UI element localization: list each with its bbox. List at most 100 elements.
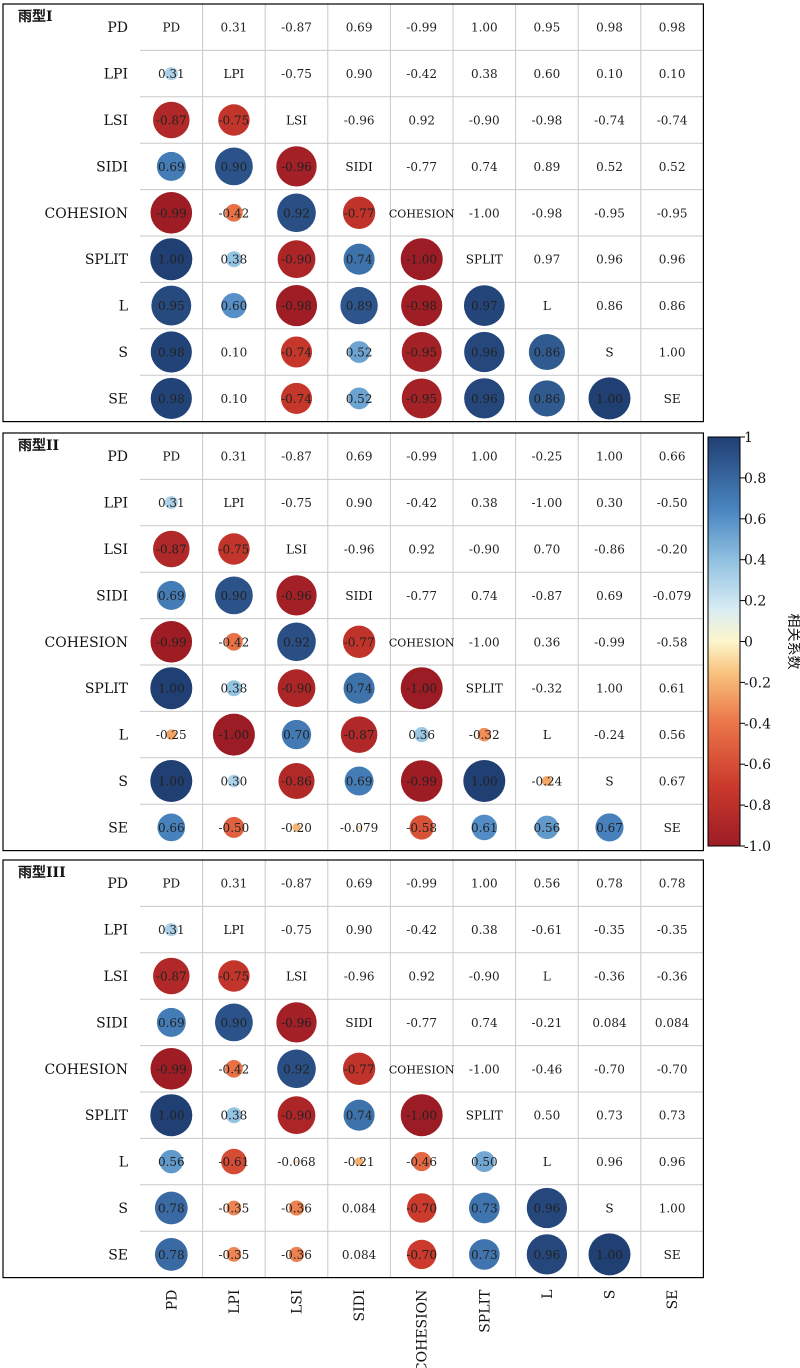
row-label: PD	[107, 20, 128, 36]
corr-circle	[288, 1200, 305, 1216]
corr-circle	[166, 729, 177, 740]
corr-circle	[535, 815, 559, 840]
corr-circle	[340, 286, 378, 325]
colorbar-tick-label: -0.4	[744, 716, 771, 732]
corr-circle	[401, 285, 443, 327]
corr-value: -0.77	[406, 160, 437, 174]
corr-value: -0.87	[281, 877, 312, 891]
diagonal-label: LPI	[224, 923, 245, 937]
corr-value: -0.87	[156, 543, 187, 557]
corr-circle	[221, 1148, 247, 1175]
corr-circle	[473, 1151, 495, 1173]
corr-value: 0.96	[534, 1248, 561, 1262]
corr-circle	[342, 1052, 376, 1085]
corr-value: 0.86	[659, 299, 686, 313]
diagonal-label: COHESION	[389, 636, 455, 649]
corr-circle	[588, 377, 631, 420]
corr-circle	[218, 533, 250, 565]
row-label: S	[118, 345, 128, 361]
corr-value: -0.32	[532, 682, 563, 696]
diagonal-label: SE	[664, 821, 681, 835]
corr-value: 0.96	[596, 253, 623, 267]
corr-value: -0.75	[281, 923, 312, 937]
corr-circle	[157, 813, 186, 842]
panel-title: 雨型II	[18, 437, 59, 454]
corr-value: 0.92	[283, 635, 310, 649]
corr-value: 1.00	[158, 1109, 185, 1123]
colorbar-tick-label: -0.6	[744, 757, 771, 773]
corr-value: 0.74	[471, 589, 498, 603]
colorbar-tick-label: 0.8	[744, 471, 766, 487]
corr-value: -0.36	[657, 970, 688, 984]
corr-value: -1.00	[219, 728, 250, 742]
corr-value: 0.96	[596, 1155, 623, 1169]
corr-value: 1.00	[596, 450, 623, 464]
panel-3: 雨型III PD LPI LSI SIDI COHESION SPLIT L S SE PD 0.31…	[2, 859, 705, 1279]
corr-value: -0.87	[281, 21, 312, 35]
panel-frame	[2, 859, 705, 1279]
corr-value: 0.31	[221, 450, 248, 464]
corr-circle	[464, 331, 505, 373]
corr-circle	[225, 1107, 242, 1124]
corr-value: 0.70	[534, 543, 561, 557]
corr-value: 0.92	[283, 1062, 310, 1076]
corr-value: 0.10	[596, 67, 623, 81]
corr-circle	[225, 203, 243, 222]
corr-circle	[526, 1187, 568, 1229]
row-label: SPLIT	[85, 681, 129, 697]
corr-value: -0.75	[219, 970, 250, 984]
corr-value: -0.99	[594, 635, 625, 649]
corr-circle	[464, 378, 505, 419]
corr-circle	[348, 387, 371, 410]
colorbar-tick-label: -1.0	[744, 839, 771, 855]
corr-value: 0.69	[346, 450, 373, 464]
corr-value: 0.31	[158, 923, 185, 937]
corr-circle	[414, 727, 430, 743]
corr-circle	[153, 530, 190, 568]
corr-value: -0.24	[532, 775, 563, 789]
corr-value: 0.38	[221, 253, 248, 267]
corr-value: -0.86	[281, 775, 312, 789]
corr-circle	[277, 622, 316, 662]
row-label: COHESION	[45, 206, 128, 222]
corr-value: 0.95	[158, 299, 185, 313]
corr-value: 1.00	[471, 21, 498, 35]
row-label: SPLIT	[85, 252, 129, 268]
corr-value: -0.75	[281, 67, 312, 81]
corr-value: -0.58	[406, 821, 437, 835]
corr-value: -0.77	[344, 1062, 375, 1076]
corr-value: 0.89	[534, 160, 561, 174]
column-label: LSI	[290, 1290, 306, 1314]
row-label: S	[118, 774, 128, 790]
corr-circle	[150, 1094, 193, 1137]
corr-value: -0.61	[219, 1155, 250, 1169]
row-label: L	[119, 728, 128, 744]
corr-value: -0.079	[340, 821, 378, 835]
corr-value: 0.38	[471, 67, 498, 81]
corr-circle	[278, 762, 315, 800]
corr-value: 0.90	[221, 589, 248, 603]
corr-circle	[277, 240, 316, 279]
corr-circle	[154, 1191, 188, 1225]
panel-frame	[2, 3, 705, 423]
corr-value: 0.56	[659, 728, 686, 742]
colorbar-tick-label: 1	[744, 430, 753, 446]
column-label: COHESION	[415, 1290, 431, 1368]
corr-value: -0.35	[594, 923, 625, 937]
corr-circle	[150, 377, 192, 419]
corr-value: 0.89	[346, 299, 373, 313]
corr-circle	[221, 293, 247, 319]
corr-value: -0.90	[469, 114, 500, 128]
corr-value: 0.73	[471, 1202, 498, 1216]
corr-value: -1.00	[469, 1062, 500, 1076]
corr-value: 0.90	[221, 160, 248, 174]
corr-circle	[223, 816, 245, 838]
diagonal-label: COHESION	[389, 207, 455, 220]
diagonal-label: LSI	[286, 114, 307, 128]
corr-circle	[292, 823, 301, 832]
corr-value: 0.66	[659, 450, 686, 464]
diagonal-label: SIDI	[345, 1016, 373, 1030]
corr-circle	[342, 625, 376, 658]
corr-value: 0.10	[221, 346, 248, 360]
corr-value: 0.86	[534, 392, 561, 406]
